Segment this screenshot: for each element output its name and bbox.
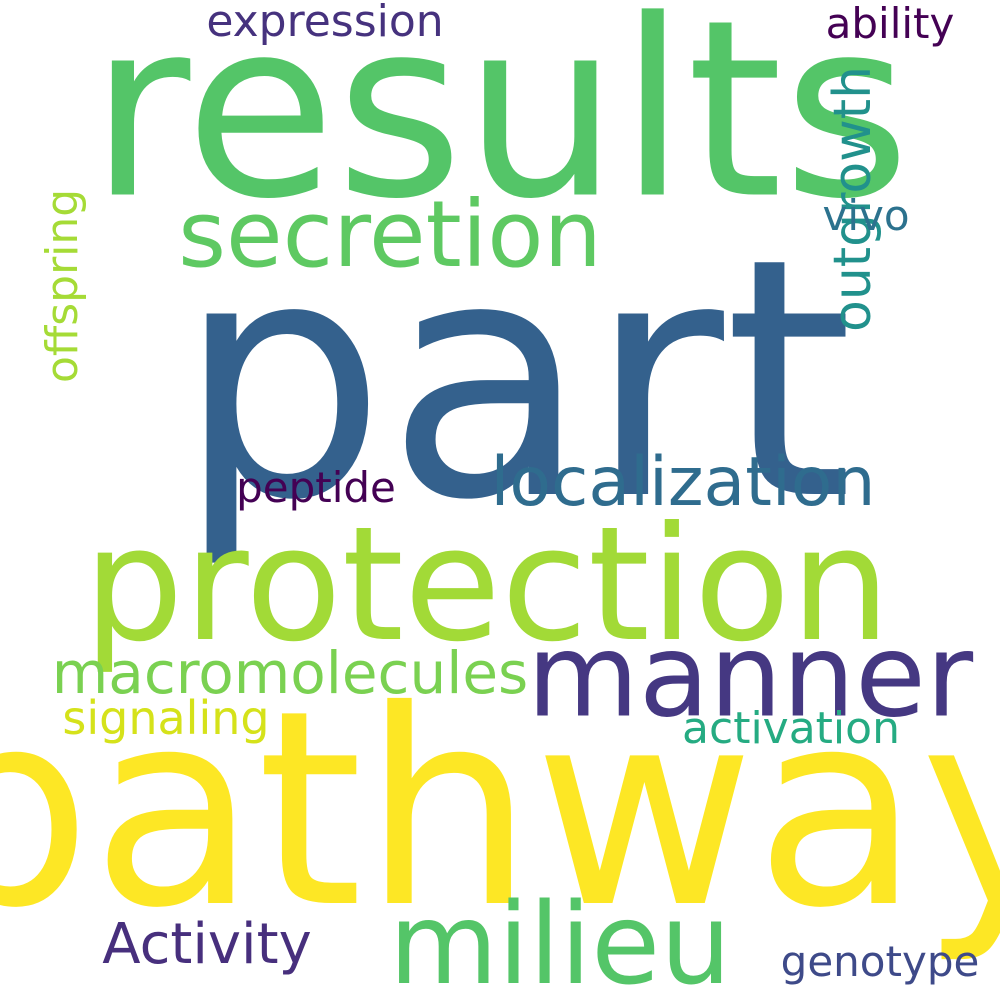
word-results: results: [89, 0, 911, 253]
word-ability: ability: [825, 0, 955, 48]
word-activity: Activity: [102, 912, 312, 977]
word-localization: localization: [490, 443, 876, 522]
word-macromolecules: macromolecules: [51, 639, 529, 707]
word-secretion: secretion: [178, 181, 602, 288]
word-part: part: [176, 188, 854, 572]
word-signaling: signaling: [62, 691, 270, 745]
word-activation: activation: [682, 703, 900, 754]
word-peptide: peptide: [236, 463, 396, 512]
word-protection: protection: [83, 493, 891, 677]
word-vivo: vivo: [822, 191, 910, 240]
word-manner: manner: [526, 609, 974, 744]
word-milieu: milieu: [388, 880, 732, 1000]
word-genotype: genotype: [780, 937, 980, 986]
word-expression: expression: [206, 0, 444, 47]
word-offspring: offspring: [36, 188, 88, 383]
word-pathway: pathway: [0, 652, 1000, 967]
